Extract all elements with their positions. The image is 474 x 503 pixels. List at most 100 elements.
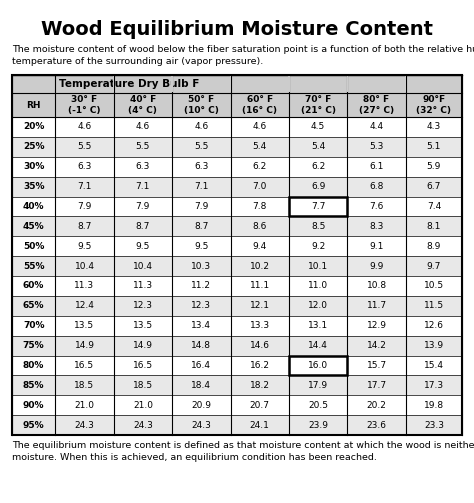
- Bar: [12, 316, 462, 336]
- Text: 21.0: 21.0: [133, 401, 153, 409]
- Text: 12.4: 12.4: [74, 301, 94, 310]
- Text: 16.0: 16.0: [308, 361, 328, 370]
- Bar: [230, 76, 231, 92]
- Text: 14.6: 14.6: [250, 341, 270, 350]
- Text: 50%: 50%: [23, 241, 45, 250]
- Text: 5.4: 5.4: [253, 142, 267, 151]
- Text: 45%: 45%: [23, 222, 45, 231]
- Bar: [12, 276, 462, 296]
- Text: 40%: 40%: [23, 202, 45, 211]
- Bar: [12, 216, 462, 236]
- Bar: [12, 75, 462, 435]
- Text: Temperature Dry Bulb F: Temperature Dry Bulb F: [59, 79, 200, 89]
- Text: 9.4: 9.4: [253, 241, 267, 250]
- Text: 8.9: 8.9: [427, 241, 441, 250]
- Bar: [289, 356, 347, 375]
- Text: 19.8: 19.8: [424, 401, 444, 409]
- Text: 14.9: 14.9: [74, 341, 94, 350]
- Text: 80%: 80%: [23, 361, 45, 370]
- Text: 4.6: 4.6: [77, 122, 91, 131]
- Text: 6.2: 6.2: [253, 162, 267, 171]
- Text: 7.1: 7.1: [77, 182, 91, 191]
- Text: 12.9: 12.9: [366, 321, 386, 330]
- Text: 24.3: 24.3: [74, 421, 94, 430]
- Text: 70° F
(21° C): 70° F (21° C): [301, 95, 336, 115]
- Text: 11.3: 11.3: [74, 282, 94, 290]
- Text: 7.4: 7.4: [427, 202, 441, 211]
- Text: 13.3: 13.3: [250, 321, 270, 330]
- Text: 8.7: 8.7: [194, 222, 209, 231]
- Text: 11.1: 11.1: [250, 282, 270, 290]
- Text: 14.2: 14.2: [366, 341, 386, 350]
- Bar: [113, 76, 114, 92]
- Text: 8.5: 8.5: [311, 222, 325, 231]
- Text: 90°F
(32° C): 90°F (32° C): [416, 95, 451, 115]
- Text: 65%: 65%: [23, 301, 45, 310]
- Text: 7.9: 7.9: [136, 202, 150, 211]
- Text: 13.5: 13.5: [74, 321, 94, 330]
- Text: 4.6: 4.6: [136, 122, 150, 131]
- Text: 5.4: 5.4: [311, 142, 325, 151]
- Text: 16.4: 16.4: [191, 361, 211, 370]
- Text: 20.9: 20.9: [191, 401, 211, 409]
- Text: 20.2: 20.2: [366, 401, 386, 409]
- Text: 25%: 25%: [23, 142, 45, 151]
- Text: Wood Equilibrium Moisture Content: Wood Equilibrium Moisture Content: [41, 20, 433, 39]
- Text: 18.5: 18.5: [133, 381, 153, 390]
- Text: 15.4: 15.4: [424, 361, 444, 370]
- Text: 13.1: 13.1: [308, 321, 328, 330]
- Text: 4.3: 4.3: [427, 122, 441, 131]
- Text: 23.6: 23.6: [366, 421, 386, 430]
- Bar: [12, 93, 462, 117]
- Text: 4.4: 4.4: [369, 122, 383, 131]
- Bar: [12, 375, 462, 395]
- Text: 23.3: 23.3: [424, 421, 444, 430]
- Text: 13.9: 13.9: [424, 341, 444, 350]
- Text: 18.2: 18.2: [250, 381, 270, 390]
- Text: 9.5: 9.5: [136, 241, 150, 250]
- Text: 30° F
(-1° C): 30° F (-1° C): [68, 95, 101, 115]
- Text: 10.4: 10.4: [74, 262, 94, 271]
- Text: 90%: 90%: [23, 401, 45, 409]
- Text: 24.1: 24.1: [250, 421, 270, 430]
- Text: 10.1: 10.1: [308, 262, 328, 271]
- Text: 6.3: 6.3: [194, 162, 209, 171]
- Text: 4.6: 4.6: [253, 122, 267, 131]
- Text: 30%: 30%: [23, 162, 45, 171]
- Text: 6.3: 6.3: [77, 162, 91, 171]
- Text: 55%: 55%: [23, 262, 45, 271]
- Bar: [289, 197, 347, 216]
- Bar: [12, 415, 462, 435]
- Text: 6.8: 6.8: [369, 182, 384, 191]
- Text: 5.3: 5.3: [369, 142, 384, 151]
- Bar: [12, 177, 462, 197]
- Text: 12.6: 12.6: [424, 321, 444, 330]
- Text: 75%: 75%: [23, 341, 45, 350]
- Text: 14.9: 14.9: [133, 341, 153, 350]
- Text: 8.7: 8.7: [77, 222, 91, 231]
- Text: 7.9: 7.9: [194, 202, 209, 211]
- Text: 17.7: 17.7: [366, 381, 387, 390]
- Text: 7.7: 7.7: [311, 202, 325, 211]
- Text: 6.2: 6.2: [311, 162, 325, 171]
- Text: 70%: 70%: [23, 321, 45, 330]
- Text: The equilibrium moisture content is defined as that moisture content at which th: The equilibrium moisture content is defi…: [12, 441, 474, 462]
- Text: 6.9: 6.9: [311, 182, 325, 191]
- Text: 18.5: 18.5: [74, 381, 94, 390]
- Text: 16.2: 16.2: [250, 361, 270, 370]
- Text: 5.1: 5.1: [427, 142, 441, 151]
- Bar: [12, 356, 462, 375]
- Text: 7.8: 7.8: [253, 202, 267, 211]
- Text: 20.7: 20.7: [250, 401, 270, 409]
- Text: 18.4: 18.4: [191, 381, 211, 390]
- Text: 23.9: 23.9: [308, 421, 328, 430]
- Text: RH: RH: [27, 101, 41, 110]
- Text: 11.0: 11.0: [308, 282, 328, 290]
- Text: 12.3: 12.3: [191, 301, 211, 310]
- Text: 7.9: 7.9: [77, 202, 91, 211]
- Bar: [405, 76, 406, 92]
- Bar: [12, 395, 462, 415]
- Text: 10.8: 10.8: [366, 282, 387, 290]
- Text: 9.7: 9.7: [427, 262, 441, 271]
- Text: 8.3: 8.3: [369, 222, 384, 231]
